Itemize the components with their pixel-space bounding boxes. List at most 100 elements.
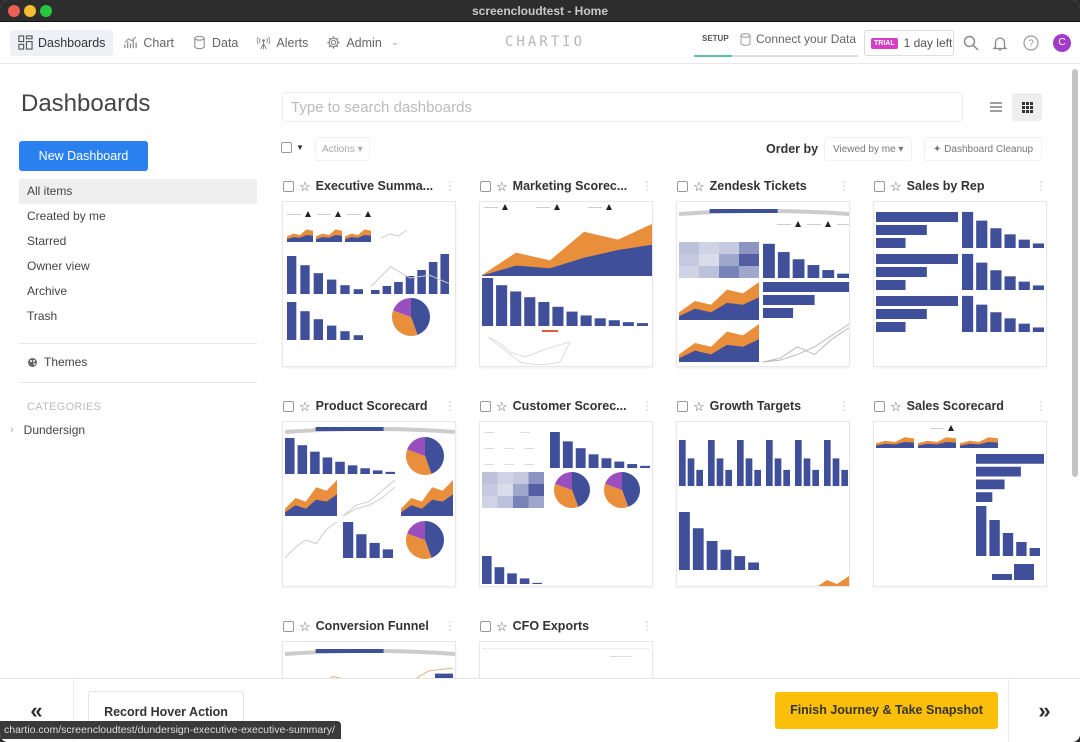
nav-chart[interactable]: Chart bbox=[115, 30, 182, 56]
grid-view-button[interactable] bbox=[1012, 93, 1042, 121]
dashboard-name[interactable]: Zendesk Tickets bbox=[709, 179, 807, 193]
dashboard-name[interactable]: Sales by Rep bbox=[906, 179, 985, 193]
dashboard-name[interactable]: Product Scorecard bbox=[315, 399, 428, 413]
user-avatar[interactable]: C bbox=[1053, 34, 1071, 52]
dashboard-thumbnail[interactable] bbox=[873, 421, 1047, 587]
dashboard-card-header: ☆ Conversion Funnel ⋮ bbox=[282, 615, 458, 637]
dashboard-checkbox[interactable] bbox=[677, 180, 688, 192]
dashboard-checkbox[interactable] bbox=[480, 620, 491, 632]
dashboard-card[interactable]: ☆ Growth Targets ⋮ bbox=[676, 395, 852, 587]
more-options-icon[interactable]: ⋮ bbox=[838, 399, 850, 413]
dashboard-thumbnail[interactable] bbox=[676, 201, 850, 367]
dashboard-thumbnail[interactable] bbox=[873, 201, 1047, 367]
bell-icon[interactable] bbox=[991, 34, 1009, 52]
more-options-icon[interactable]: ⋮ bbox=[641, 179, 653, 193]
dashboard-name[interactable]: Customer Scorec... bbox=[512, 399, 627, 413]
more-options-icon[interactable]: ⋮ bbox=[444, 179, 456, 193]
dashboard-checkbox[interactable] bbox=[480, 400, 491, 412]
dashboard-card[interactable]: ☆ Customer Scorec... ⋮ bbox=[479, 395, 655, 587]
dashboard-card[interactable]: ☆ Sales Scorecard ⋮ bbox=[873, 395, 1049, 587]
sidebar-item-starred[interactable]: Starred bbox=[27, 234, 67, 248]
sidebar-item-all-items[interactable]: All items bbox=[19, 179, 257, 204]
dashboard-checkbox[interactable] bbox=[874, 400, 885, 412]
connect-data-link[interactable]: Connect your Data bbox=[740, 32, 856, 46]
nav-alerts[interactable]: Alerts bbox=[248, 30, 316, 56]
new-dashboard-button[interactable]: New Dashboard bbox=[19, 141, 148, 171]
star-icon[interactable]: ☆ bbox=[299, 618, 311, 634]
trial-status-button[interactable]: TRIAL 1 day left bbox=[864, 30, 954, 56]
dashboards-icon bbox=[18, 35, 33, 50]
maximize-window-button[interactable] bbox=[40, 5, 52, 17]
more-options-icon[interactable]: ⋮ bbox=[838, 179, 850, 193]
star-icon[interactable]: ☆ bbox=[890, 398, 902, 414]
minimize-window-button[interactable] bbox=[24, 5, 36, 17]
dashboard-thumbnail[interactable] bbox=[479, 421, 653, 587]
star-icon[interactable]: ☆ bbox=[496, 398, 508, 414]
dashboard-thumbnail[interactable] bbox=[282, 421, 456, 587]
dashboard-thumbnail[interactable] bbox=[479, 201, 653, 367]
previous-step-button[interactable]: « bbox=[0, 679, 74, 742]
chevron-right-icon[interactable]: › bbox=[10, 424, 14, 436]
sidebar-item-themes[interactable]: Themes bbox=[27, 355, 87, 369]
dashboard-card[interactable]: ☆ Sales by Rep ⋮ bbox=[873, 175, 1049, 367]
more-options-icon[interactable]: ⋮ bbox=[444, 399, 456, 413]
select-all[interactable]: ▼ bbox=[281, 142, 304, 153]
dashboard-checkbox[interactable] bbox=[283, 620, 294, 632]
help-icon[interactable]: ? bbox=[1022, 34, 1040, 52]
dashboard-name[interactable]: Growth Targets bbox=[709, 399, 802, 413]
search-icon[interactable] bbox=[962, 34, 980, 52]
sidebar-item-archive[interactable]: Archive bbox=[27, 284, 68, 298]
dashboard-name[interactable]: Sales Scorecard bbox=[906, 399, 1004, 413]
category-dundersign[interactable]: › Dundersign bbox=[10, 423, 85, 437]
more-options-icon[interactable]: ⋮ bbox=[641, 619, 653, 633]
dashboard-name[interactable]: Conversion Funnel bbox=[315, 619, 429, 633]
more-options-icon[interactable]: ⋮ bbox=[1035, 179, 1047, 193]
dashboard-card[interactable]: ☆ Executive Summa... ⋮ bbox=[282, 175, 458, 367]
more-options-icon[interactable]: ⋮ bbox=[641, 399, 653, 413]
status-bar-url: chartio.com/screencloudtest/dundersign-e… bbox=[0, 721, 341, 739]
search-dashboards-input[interactable] bbox=[282, 92, 963, 122]
nav-data[interactable]: Data bbox=[184, 30, 246, 56]
dashboard-thumbnail[interactable] bbox=[282, 201, 456, 367]
star-icon[interactable]: ☆ bbox=[299, 398, 311, 414]
caret-down-icon[interactable]: ▼ bbox=[296, 143, 304, 152]
next-step-button[interactable]: » bbox=[1008, 679, 1080, 742]
dashboard-card-header: ☆ Sales by Rep ⋮ bbox=[873, 175, 1049, 197]
dashboard-name[interactable]: Executive Summa... bbox=[315, 179, 434, 193]
select-all-checkbox[interactable] bbox=[281, 142, 292, 153]
dashboard-card[interactable]: ☆ Product Scorecard ⋮ bbox=[282, 395, 458, 587]
dashboard-checkbox[interactable] bbox=[480, 180, 491, 192]
dashboard-checkbox[interactable] bbox=[677, 400, 688, 412]
star-icon[interactable]: ☆ bbox=[693, 178, 705, 194]
sidebar-item-owner-view[interactable]: Owner view bbox=[27, 259, 90, 273]
more-options-icon[interactable]: ⋮ bbox=[1035, 399, 1047, 413]
dashboard-name[interactable]: Marketing Scorec... bbox=[512, 179, 628, 193]
scrollbar[interactable] bbox=[1072, 69, 1078, 477]
dashboard-checkbox[interactable] bbox=[283, 180, 294, 192]
dashboard-card[interactable]: ☆ Marketing Scorec... ⋮ bbox=[479, 175, 655, 367]
dashboard-name[interactable]: CFO Exports bbox=[512, 619, 590, 633]
dashboard-checkbox[interactable] bbox=[283, 400, 294, 412]
dashboard-thumbnail[interactable] bbox=[676, 421, 850, 587]
dashboard-cleanup-button[interactable]: ✦ Dashboard Cleanup bbox=[924, 137, 1043, 161]
actions-dropdown[interactable]: Actions ▾ bbox=[315, 137, 370, 161]
nav-dashboards[interactable]: Dashboards bbox=[10, 29, 114, 56]
close-window-button[interactable] bbox=[8, 5, 20, 17]
antenna-icon bbox=[257, 36, 271, 50]
dashboard-card[interactable]: ☆ Zendesk Tickets ⋮ bbox=[676, 175, 852, 367]
star-icon[interactable]: ☆ bbox=[299, 178, 311, 194]
star-icon[interactable]: ☆ bbox=[496, 178, 508, 194]
sidebar-item-created-by-me[interactable]: Created by me bbox=[27, 209, 106, 223]
sidebar-item-trash[interactable]: Trash bbox=[27, 309, 58, 323]
star-icon[interactable]: ☆ bbox=[890, 178, 902, 194]
list-view-button[interactable] bbox=[981, 93, 1011, 121]
star-icon[interactable]: ☆ bbox=[496, 618, 508, 634]
order-by-dropdown[interactable]: Viewed by me ▾ bbox=[824, 137, 913, 161]
dashboard-checkbox[interactable] bbox=[874, 180, 885, 192]
finish-journey-button[interactable]: Finish Journey & Take Snapshot bbox=[775, 692, 998, 729]
nav-dashboards-label: Dashboards bbox=[38, 35, 106, 50]
nav-admin[interactable]: Admin ⌄ bbox=[318, 30, 407, 56]
more-options-icon[interactable]: ⋮ bbox=[444, 619, 456, 633]
setup-progress[interactable]: SETUP Connect your Data bbox=[694, 32, 858, 57]
star-icon[interactable]: ☆ bbox=[693, 398, 705, 414]
